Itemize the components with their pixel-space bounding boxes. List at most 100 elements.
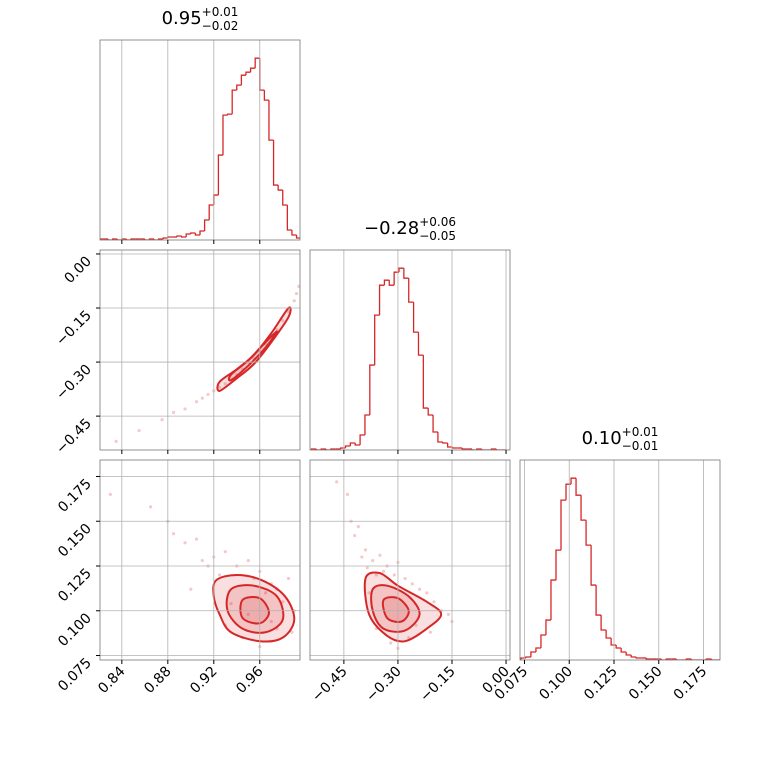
sample-point [171,532,176,536]
histogram-bin [259,58,265,91]
sample-point [171,410,176,415]
density-contour [370,584,421,633]
histogram-bin [595,585,602,616]
histogram-bin [585,520,592,546]
y-tick-label: 0.125 [55,566,95,606]
sample-point [432,600,436,604]
y-tick-label: −0.30 [53,362,95,404]
histogram-bin [107,239,113,240]
histogram-bin [620,648,627,653]
panel [520,477,720,660]
histogram-bin [268,100,274,141]
panel [108,492,296,649]
sample-point [446,612,450,616]
panel [114,284,300,443]
sample-point [183,407,187,411]
histogram-bin [144,239,150,240]
histogram-bin [422,355,429,409]
histogram-bin [185,233,191,238]
histogram-bin [245,71,251,76]
histogram-bin [570,477,577,485]
histogram-bin [194,233,200,236]
sample-point [281,600,285,604]
sample-point [223,382,227,386]
sample-point [269,619,273,624]
histogram-bin [635,657,642,659]
histogram-bin [481,449,487,450]
histogram-bin [580,495,587,521]
histogram-bin [162,237,168,240]
histogram-bin [412,302,419,333]
sample-point [294,292,299,296]
histogram-bin [359,434,365,446]
sample-point [189,587,193,591]
histogram-bin [540,634,546,649]
histogram-bin [630,655,637,658]
x-tick-label: −0.45 [309,664,351,706]
histogram-bin [403,268,409,279]
histogram-bin [226,113,233,116]
histogram-bin [645,658,652,660]
sample-point [356,525,360,529]
sample-point [365,566,369,570]
sample-point [108,492,112,496]
sample-point [335,480,339,484]
sample-point [410,582,414,586]
histogram-bin [213,194,219,206]
x-tick-label: 0.92 [187,664,220,697]
sample-point [200,559,204,563]
sample-point [367,591,371,595]
sample-point [183,541,187,545]
histogram-bin [315,449,322,450]
x-tick-label: 0.88 [141,664,174,697]
sample-point [374,573,378,577]
density-contour [363,571,443,643]
density-contour [225,584,285,634]
density-contour [227,330,279,382]
histogram-bin [432,415,438,433]
histogram-bin [291,230,297,236]
histogram-bin [535,647,541,653]
sample-point [194,537,199,541]
x-tick-label: −0.15 [417,664,459,706]
x-tick-label: 0.96 [233,663,266,696]
y-tick-label: −0.45 [53,416,95,458]
histogram-bin [364,414,370,436]
panel-title: 0.95+0.01 −0.02 [162,5,239,33]
histogram-bin [378,284,385,316]
x-tick-label: 0.84 [95,663,128,696]
histogram-bin [263,90,269,101]
sample-point [286,576,291,581]
histogram-bin [208,204,214,221]
panel [100,57,300,240]
sample-point [217,385,222,389]
y-tick-label: −0.15 [53,308,95,350]
title-upper: +0.01 [202,5,239,19]
sample-point [360,555,364,559]
sample-point [292,299,296,303]
sample-point [371,559,375,563]
histogram-bin [461,448,468,450]
histogram-bin [530,651,536,658]
sample-point [217,573,222,577]
sample-point [297,284,300,288]
sample-point [414,623,418,627]
sample-point [160,418,164,422]
histogram-bin [295,235,300,239]
histogram-bin [383,279,390,286]
histogram-bin [240,74,246,86]
sample-point [223,550,227,554]
histogram-bin [125,239,132,240]
histogram-bin [286,205,292,231]
panel-frame [309,249,511,451]
panel [310,267,507,450]
histogram-bin [447,443,453,448]
histogram-bin [398,267,404,273]
histogram-bin [217,154,223,196]
density-contour [239,596,270,625]
histogram-bin [675,659,682,660]
sample-point [378,553,382,557]
histogram-bin [199,230,205,236]
histogram-bin [560,499,567,551]
histogram-bin [354,443,361,446]
